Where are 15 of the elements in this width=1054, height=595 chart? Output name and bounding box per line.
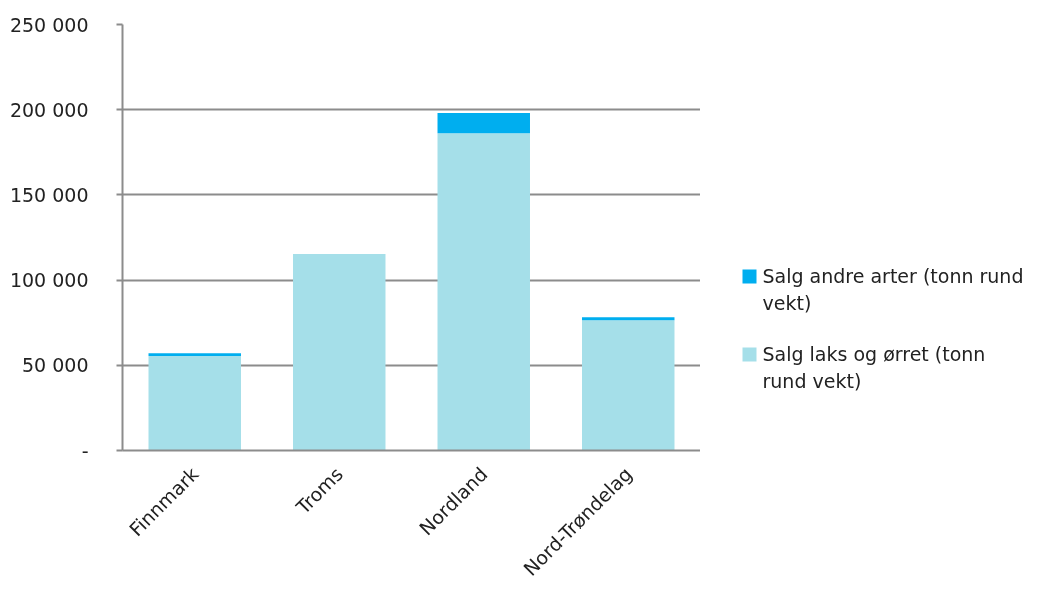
bar <box>582 320 675 451</box>
y-tick-label: 150 000 <box>9 183 89 206</box>
y-tick-label: 50 000 <box>22 354 89 377</box>
legend-label: Salg andre arter (tonn rund vekt) <box>762 264 1024 314</box>
bar <box>437 113 530 134</box>
y-tick-label: - <box>81 439 89 462</box>
bar <box>582 317 675 321</box>
bar <box>148 353 241 356</box>
bar <box>437 133 530 451</box>
y-tick-label: 250 000 <box>9 13 89 36</box>
bar <box>148 355 241 451</box>
bar <box>293 254 386 451</box>
legend-label: Salg laks og ørret (tonn rund vekt) <box>762 342 986 392</box>
y-tick-label: 100 000 <box>9 269 89 292</box>
y-tick-label: 200 000 <box>9 98 89 121</box>
